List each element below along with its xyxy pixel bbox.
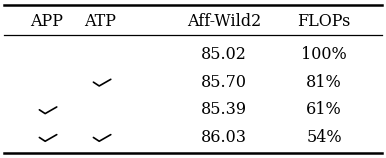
Text: 86.03: 86.03 (201, 129, 247, 146)
Text: 54%: 54% (306, 129, 342, 146)
Text: 85.39: 85.39 (201, 101, 247, 118)
Text: Aff-Wild2: Aff-Wild2 (187, 13, 261, 30)
Text: 100%: 100% (301, 46, 347, 63)
Text: 81%: 81% (306, 74, 342, 91)
Text: FLOPs: FLOPs (298, 13, 351, 30)
Text: 61%: 61% (306, 101, 342, 118)
Text: APP: APP (30, 13, 63, 30)
Text: 85.70: 85.70 (201, 74, 247, 91)
Text: ATP: ATP (85, 13, 116, 30)
Text: 85.02: 85.02 (201, 46, 247, 63)
